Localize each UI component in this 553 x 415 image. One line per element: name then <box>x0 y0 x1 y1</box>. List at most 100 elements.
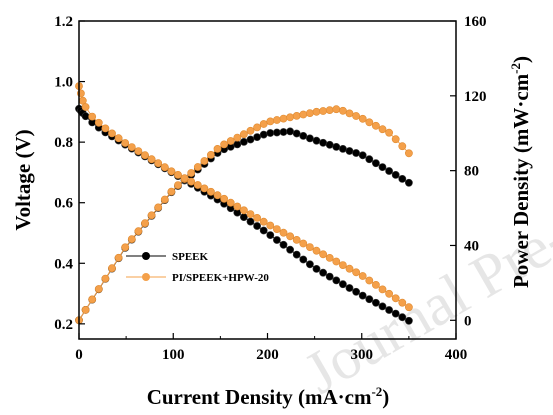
data-point-pi-speek-hpw-20-voltage <box>160 163 169 172</box>
y2-tick-label: 80 <box>464 164 479 180</box>
data-point-speek-voltage <box>391 309 400 318</box>
data-point-pi-speek-hpw-20-power <box>141 219 149 228</box>
data-point-pi-speek-hpw-20-voltage <box>81 103 90 111</box>
x-tick-label: 0 <box>75 347 83 363</box>
y-tick-label: 0.4 <box>54 256 73 272</box>
data-point-pi-speek-hpw-20-power <box>358 114 367 123</box>
data-point-speek-voltage <box>246 217 255 226</box>
data-point-speek-power <box>266 129 275 137</box>
data-point-speek-power <box>272 128 281 137</box>
data-point-pi-speek-hpw-20-power <box>206 150 215 159</box>
data-point-pi-speek-hpw-20-power <box>160 195 169 204</box>
y2-axis-title-end: ) <box>509 56 533 63</box>
data-point-pi-speek-hpw-20-power <box>81 305 90 314</box>
data-point-pi-speek-hpw-20-power <box>94 285 103 293</box>
data-point-pi-speek-hpw-20-power <box>226 137 235 145</box>
data-point-pi-speek-hpw-20-voltage <box>180 174 189 183</box>
data-point-speek-voltage <box>259 226 268 235</box>
data-point-speek-power <box>404 178 413 187</box>
data-point-speek-power <box>398 174 407 183</box>
data-point-pi-speek-hpw-20-power <box>167 187 176 196</box>
data-point-pi-speek-hpw-20-power <box>398 142 407 151</box>
data-point-pi-speek-hpw-20-voltage <box>253 213 261 222</box>
y2-tick-label: 120 <box>464 89 487 105</box>
data-point-speek-voltage <box>385 306 393 314</box>
data-point-speek-voltage <box>338 280 347 289</box>
data-point-pi-speek-hpw-20-voltage <box>154 159 163 168</box>
data-point-pi-speek-hpw-20-power <box>121 243 130 252</box>
data-point-pi-speek-hpw-20-voltage <box>220 194 228 203</box>
data-point-speek-voltage <box>272 236 281 244</box>
data-point-pi-speek-hpw-20-power <box>352 112 360 120</box>
data-point-pi-speek-hpw-20-voltage <box>108 129 116 138</box>
legend: SPEEK PI/SPEEK+HPW-20 <box>126 251 269 284</box>
data-point-speek-power <box>246 135 255 144</box>
data-point-pi-speek-hpw-20-power <box>325 106 334 114</box>
data-point-speek-power <box>332 142 341 151</box>
data-point-pi-speek-hpw-20-power <box>266 117 275 126</box>
data-point-pi-speek-hpw-20-voltage <box>391 294 400 303</box>
data-point-pi-speek-hpw-20-power <box>299 110 308 119</box>
data-point-pi-speek-hpw-20-power <box>305 109 314 117</box>
data-point-speek-voltage <box>292 250 301 259</box>
data-point-pi-speek-hpw-20-voltage <box>305 243 314 251</box>
data-point-speek-voltage <box>365 295 374 304</box>
data-point-speek-power <box>378 163 387 171</box>
data-point-speek-power <box>233 140 242 149</box>
y-tick-label: 0.8 <box>54 135 73 151</box>
y-tick-label: 1.2 <box>54 14 73 30</box>
x-tick-label: 400 <box>445 347 468 363</box>
data-point-pi-speek-hpw-20-voltage <box>167 167 176 176</box>
data-point-speek-power <box>253 133 261 141</box>
data-point-speek-voltage <box>371 298 380 307</box>
data-point-pi-speek-hpw-20-voltage <box>279 228 288 237</box>
y-axis-title: Voltage (V) <box>11 129 35 230</box>
data-point-pi-speek-hpw-20-power <box>213 144 222 153</box>
data-point-pi-speek-hpw-20-voltage <box>325 253 334 262</box>
data-point-pi-speek-hpw-20-voltage <box>292 235 301 244</box>
x-axis-title-end: ) <box>382 385 389 409</box>
data-point-pi-speek-hpw-20-power <box>147 211 156 220</box>
x-tick-label: 100 <box>162 347 185 363</box>
axes: 0 100 200 300 400 0.2 0.4 0.6 0.8 1.0 1.2 0 40 80 120 1… <box>54 14 486 363</box>
data-point-pi-speek-hpw-20-power <box>239 130 248 139</box>
data-point-pi-speek-hpw-20-voltage <box>378 285 387 294</box>
data-point-speek-power <box>371 159 380 168</box>
data-point-speek-voltage <box>404 316 413 325</box>
data-point-pi-speek-hpw-20-power <box>391 135 400 144</box>
legend-label-speek: SPEEK <box>172 251 209 263</box>
legend-label-pi-speek-hpw: PI/SPEEK+HPW-20 <box>172 272 269 284</box>
data-point-speek-power <box>292 129 301 138</box>
data-point-pi-speek-hpw-20-voltage <box>365 276 374 285</box>
data-point-pi-speek-hpw-20-power <box>154 203 163 212</box>
data-point-pi-speek-hpw-20-voltage <box>272 225 281 233</box>
x-tick-label: 200 <box>256 347 279 363</box>
data-point-pi-speek-hpw-20-voltage <box>266 221 275 230</box>
data-point-speek-voltage <box>378 302 387 311</box>
data-point-pi-speek-hpw-20-power <box>371 121 380 130</box>
data-point-speek-power <box>259 130 268 139</box>
data-point-pi-speek-hpw-20-voltage <box>345 264 354 273</box>
data-point-pi-speek-hpw-20-voltage <box>259 217 268 226</box>
data-point-speek-power <box>352 149 360 157</box>
data-point-pi-speek-hpw-20-power <box>101 274 110 283</box>
y-tick-label: 0.6 <box>54 196 73 212</box>
y-tick-label: 0.2 <box>54 317 73 333</box>
y-tick-label: 1.0 <box>54 75 73 91</box>
data-point-pi-speek-hpw-20-voltage <box>141 151 149 160</box>
data-point-speek-power <box>239 137 248 146</box>
data-point-pi-speek-hpw-20-voltage <box>352 268 360 277</box>
data-point-speek-power <box>338 144 347 153</box>
data-point-pi-speek-hpw-20-voltage <box>312 246 321 255</box>
y2-axis-title-sup: -2 <box>508 63 523 74</box>
data-point-pi-speek-hpw-20-power <box>404 149 413 158</box>
x-axis-title: Current Density (mA·cm-2) <box>147 384 390 409</box>
data-point-pi-speek-hpw-20-power <box>292 112 301 120</box>
data-point-speek-voltage <box>358 291 367 300</box>
data-point-speek-voltage <box>332 276 341 285</box>
data-point-pi-speek-hpw-20-power <box>378 125 387 134</box>
legend-marker-pi-speek-hpw <box>142 273 150 281</box>
data-point-pi-speek-hpw-20-voltage <box>127 143 136 151</box>
data-point-speek-voltage <box>325 272 334 281</box>
